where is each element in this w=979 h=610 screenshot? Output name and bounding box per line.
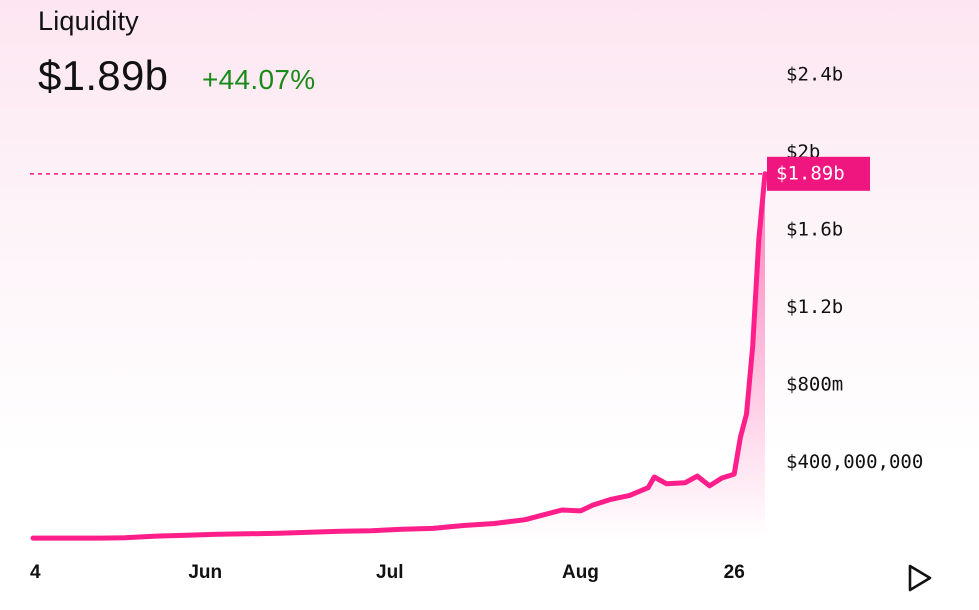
series-area (33, 173, 765, 541)
chart-title: Liquidity (38, 6, 139, 36)
series-line[interactable] (30, 171, 768, 541)
current-value: $1.89b (38, 52, 169, 99)
y-tick-label: $2.4b (786, 64, 843, 86)
x-tick-label: Jun (188, 562, 222, 583)
x-tick-label: Aug (562, 562, 599, 583)
current-value-badge-label: $1.89b (776, 162, 845, 184)
y-tick-label: $1.2b (786, 296, 843, 318)
percent-change: +44.07% (202, 64, 316, 95)
x-tick-label: Jul (376, 562, 403, 583)
x-tick-label: 4 (30, 562, 41, 583)
x-tick-label: 26 (724, 562, 745, 583)
y-tick-label: $400,000,000 (786, 451, 923, 473)
y-tick-label: $1.6b (786, 219, 843, 241)
play-icon[interactable] (906, 563, 934, 593)
y-tick-label: $800m (786, 374, 843, 396)
current-value-badge (767, 156, 870, 191)
